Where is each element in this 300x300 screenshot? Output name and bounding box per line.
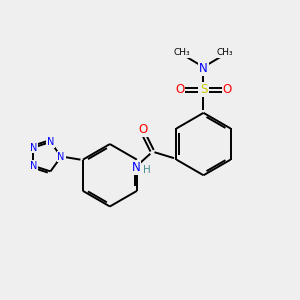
Text: O: O — [175, 83, 184, 96]
Text: CH₃: CH₃ — [217, 48, 233, 57]
Text: N: N — [29, 142, 37, 153]
Text: O: O — [139, 123, 148, 136]
Text: N: N — [29, 161, 37, 171]
Text: S: S — [200, 83, 207, 96]
Text: N: N — [199, 62, 208, 75]
Text: N: N — [47, 137, 54, 147]
Text: N: N — [131, 160, 140, 174]
Text: O: O — [223, 83, 232, 96]
Text: H: H — [143, 165, 151, 175]
Text: CH₃: CH₃ — [174, 48, 190, 57]
Text: N: N — [58, 152, 65, 162]
